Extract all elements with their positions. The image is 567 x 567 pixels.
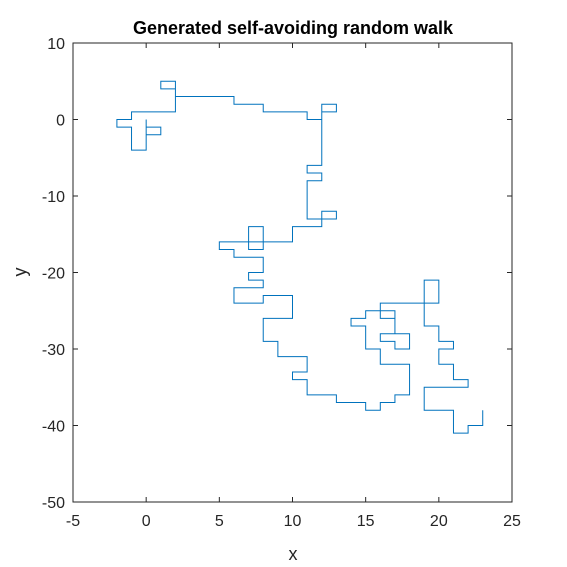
x-tick-label: 5 (215, 513, 224, 530)
y-tick-label: -20 (42, 266, 65, 283)
series-line-0 (116, 80, 484, 434)
x-tick-label: 10 (284, 513, 302, 530)
y-tick-label: 0 (56, 113, 65, 130)
y-tick-label: 10 (47, 36, 65, 53)
chart-title: Generated self-avoiding random walk (133, 18, 454, 38)
y-tick-label: -40 (42, 419, 65, 436)
x-tick-label: -5 (66, 513, 80, 530)
y-tick-label: -30 (42, 342, 65, 359)
x-tick-label: 0 (142, 513, 151, 530)
x-axis-label: x (289, 544, 298, 564)
y-tick-label: -10 (42, 189, 65, 206)
x-tick-label: 20 (430, 513, 448, 530)
y-tick-label: -50 (42, 495, 65, 512)
y-axis-label: y (10, 268, 30, 277)
x-tick-label: 25 (503, 513, 521, 530)
x-tick-label: 15 (357, 513, 375, 530)
